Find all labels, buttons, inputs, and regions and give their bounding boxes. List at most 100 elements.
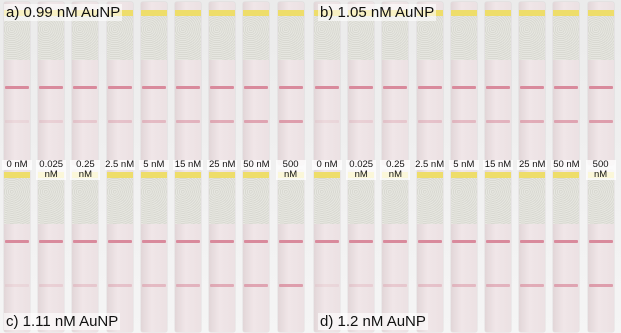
- concentration-label: 15 nM: [483, 159, 513, 170]
- test-strip: [348, 170, 375, 332]
- test-strip: [106, 170, 133, 332]
- test-line: [383, 120, 408, 123]
- test-line: [349, 120, 374, 123]
- sample-pad: [416, 178, 443, 224]
- sample-pad: [243, 178, 270, 224]
- control-line: [554, 86, 579, 89]
- control-line: [520, 240, 545, 243]
- test-line: [176, 284, 200, 287]
- concentration-label: 0.25 nM: [380, 160, 411, 180]
- sample-pad: [4, 178, 30, 224]
- concentration-label: 0.025 nM: [346, 160, 377, 180]
- strip-cap: [553, 10, 580, 16]
- test-line: [315, 284, 339, 287]
- test-strip: [106, 2, 133, 165]
- test-line: [73, 120, 98, 123]
- test-line: [141, 284, 166, 287]
- control-line: [588, 240, 613, 243]
- concentration-label: 500 nM: [585, 160, 616, 180]
- sample-pad: [553, 178, 580, 224]
- test-line: [417, 120, 442, 123]
- control-line: [39, 86, 64, 89]
- test-strip: [314, 170, 340, 332]
- sample-pad: [587, 178, 614, 224]
- test-line: [210, 284, 235, 287]
- test-strip: [553, 2, 580, 165]
- test-strip: [72, 170, 99, 332]
- control-line: [210, 240, 235, 243]
- test-strip: [416, 2, 443, 165]
- test-strip: [485, 2, 511, 165]
- strip-cap: [175, 10, 201, 16]
- concentration-label: 25 nM: [207, 159, 238, 170]
- control-line: [315, 240, 339, 243]
- sample-pad: [106, 178, 133, 224]
- strip-cap: [519, 10, 546, 16]
- sample-pad: [519, 16, 546, 60]
- test-line: [107, 120, 132, 123]
- control-line: [383, 86, 408, 89]
- panel-label: d) 1.2 nM AuNP: [318, 313, 428, 330]
- control-line: [417, 240, 442, 243]
- strip-cap: [485, 10, 511, 16]
- sample-pad: [382, 16, 409, 60]
- test-line: [176, 120, 200, 123]
- sample-pad: [175, 178, 201, 224]
- test-line: [39, 284, 64, 287]
- strip-cap: [519, 172, 546, 178]
- test-strip: [450, 170, 477, 332]
- sample-pad: [209, 16, 236, 60]
- test-line: [278, 120, 303, 123]
- strip-cap: [209, 10, 236, 16]
- strip-cap: [140, 172, 167, 178]
- panel-label: a) 0.99 nM AuNP: [4, 4, 123, 21]
- sample-pad: [175, 16, 201, 60]
- strip-cap: [314, 172, 340, 178]
- concentration-label: 0 nM: [2, 160, 32, 170]
- control-line: [451, 86, 476, 89]
- strip-cap: [450, 172, 477, 178]
- control-line: [244, 86, 269, 89]
- control-line: [39, 240, 64, 243]
- sample-pad: [38, 16, 65, 60]
- sample-pad: [140, 178, 167, 224]
- test-line: [5, 284, 29, 287]
- control-line: [176, 86, 200, 89]
- strip-cap: [140, 10, 167, 16]
- control-line: [383, 240, 408, 243]
- concentration-label: 5 nM: [448, 160, 479, 170]
- test-strip: [38, 2, 65, 165]
- control-line: [73, 86, 98, 89]
- concentration-label: 2.5 nM: [104, 159, 135, 170]
- test-strip: [553, 170, 580, 332]
- test-strip: [209, 2, 236, 165]
- test-line: [73, 284, 98, 287]
- test-line: [417, 284, 442, 287]
- control-line: [349, 240, 374, 243]
- test-strip: [175, 2, 201, 165]
- test-line: [520, 120, 545, 123]
- test-strip: [450, 2, 477, 165]
- control-line: [278, 240, 303, 243]
- sample-pad: [277, 16, 304, 60]
- strip-cap: [175, 172, 201, 178]
- test-strip: [175, 170, 201, 332]
- control-line: [5, 86, 29, 89]
- test-strip: [72, 2, 99, 165]
- test-line: [107, 284, 132, 287]
- test-strip: [348, 2, 375, 165]
- strip-cap: [277, 10, 304, 16]
- test-line: [278, 284, 303, 287]
- test-strip: [416, 170, 443, 332]
- strip-cap: [450, 10, 477, 16]
- test-strip: [382, 170, 409, 332]
- test-line: [315, 120, 339, 123]
- test-line: [486, 284, 510, 287]
- test-line: [5, 120, 29, 123]
- sample-pad: [485, 16, 511, 60]
- test-line: [588, 120, 613, 123]
- test-strip: [587, 170, 614, 332]
- test-strip: [243, 2, 270, 165]
- strip-cap: [4, 172, 30, 178]
